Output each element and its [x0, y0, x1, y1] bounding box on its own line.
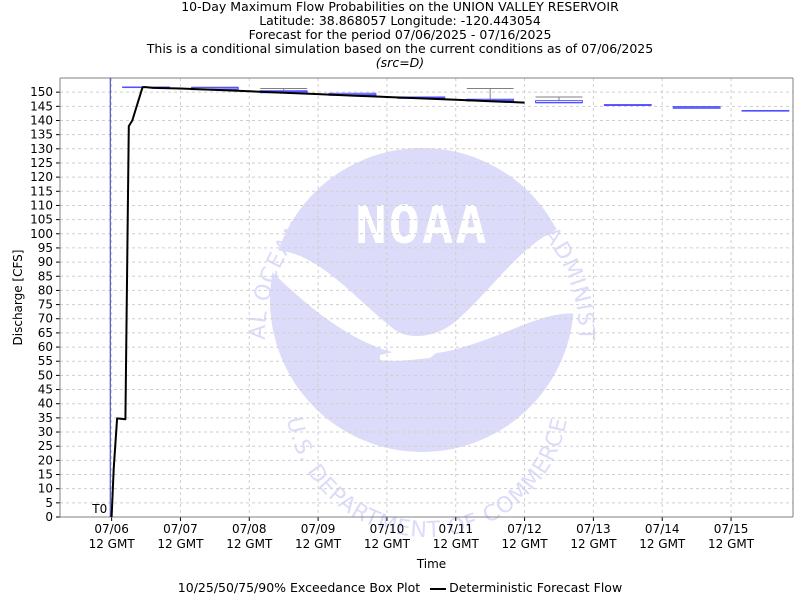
chart-conditions-note: This is a conditional simulation based o… — [146, 41, 654, 56]
y-tick-label: 145 — [30, 99, 53, 113]
y-tick-labels: 0510152025303540455055606570758085909510… — [30, 85, 53, 524]
y-tick-label: 10 — [38, 482, 53, 496]
y-tick-label: 0 — [45, 510, 53, 524]
y-tick-label: 45 — [38, 383, 53, 397]
y-tick-label: 70 — [38, 312, 53, 326]
x-tick-label: 12 GMT — [226, 537, 273, 551]
y-tick-label: 50 — [38, 368, 53, 382]
exceedance-box — [466, 87, 515, 102]
y-tick-label: 100 — [30, 227, 53, 241]
y-tick-label: 95 — [38, 241, 53, 255]
deterministic-line — [110, 86, 525, 518]
y-tick-label: 120 — [30, 170, 53, 184]
chart-location: Latitude: 38.868057 Longitude: -120.4430… — [259, 13, 541, 28]
axes — [56, 77, 794, 521]
chart-title: 10-Day Maximum Flow Probabilities on the… — [181, 0, 619, 14]
y-tick-label: 150 — [30, 85, 53, 99]
x-tick-label: 07/13 — [576, 522, 611, 536]
x-tick-label: 07/07 — [163, 522, 198, 536]
x-tick-label: 07/12 — [507, 522, 542, 536]
y-tick-label: 20 — [38, 453, 53, 467]
exceedance-box — [741, 109, 790, 112]
y-tick-label: 30 — [38, 425, 53, 439]
y-tick-label: 75 — [38, 298, 53, 312]
y-tick-label: 125 — [30, 156, 53, 170]
y-tick-label: 25 — [38, 439, 53, 453]
x-tick-label: 07/11 — [438, 522, 473, 536]
y-tick-label: 55 — [38, 354, 53, 368]
chart-period: Forecast for the period 07/06/2025 - 07/… — [248, 27, 552, 42]
y-axis-title: Discharge [CFS] — [11, 250, 25, 346]
y-tick-label: 110 — [30, 198, 53, 212]
x-tick-label: 07/14 — [645, 522, 680, 536]
y-tick-label: 115 — [30, 184, 53, 198]
exceedance-box — [672, 106, 721, 109]
x-tick-label: 07/15 — [714, 522, 749, 536]
deterministic-series — [110, 86, 525, 518]
y-tick-label: 90 — [38, 255, 53, 269]
exceedance-box — [535, 96, 583, 104]
x-tick-label: 12 GMT — [157, 537, 204, 551]
watermark-circle — [270, 148, 574, 452]
x-tick-label: 07/10 — [370, 522, 405, 536]
legend-box-label: 10/25/50/75/90% Exceedance Box Plot — [177, 580, 421, 595]
watermark-bird — [270, 228, 574, 355]
y-tick-label: 15 — [38, 468, 53, 482]
legend-line-swatch — [430, 587, 447, 590]
y-tick-label: 60 — [38, 340, 53, 354]
x-tick-label: 12 GMT — [570, 537, 617, 551]
chart-titles: 10-Day Maximum Flow Probabilities on the… — [0, 0, 800, 70]
y-tick-label: 140 — [30, 113, 53, 127]
grid — [60, 78, 793, 517]
x-tick-label: 12 GMT — [502, 537, 549, 551]
x-tick-label: 07/08 — [232, 522, 267, 536]
watermark-noaa-letters: NOAA — [355, 196, 488, 256]
y-tick-label: 5 — [45, 496, 53, 510]
y-tick-label: 135 — [30, 128, 53, 142]
x-tick-label: 12 GMT — [433, 537, 480, 551]
x-tick-label: 12 GMT — [89, 537, 136, 551]
chart-source: (src=D) — [375, 55, 425, 70]
y-tick-label: 40 — [38, 397, 53, 411]
y-tick-label: 130 — [30, 142, 53, 156]
x-tick-label: 12 GMT — [708, 537, 755, 551]
y-tick-label: 105 — [30, 213, 53, 227]
x-tick-label: 12 GMT — [639, 537, 686, 551]
noaa-watermark-logo: NATIONAL OCEANIC AND ATMOSPHERIC ADMINIS… — [0, 0, 597, 543]
y-tick-label: 85 — [38, 269, 53, 283]
y-tick-label: 35 — [38, 411, 53, 425]
y-tick-label: 80 — [38, 283, 53, 297]
t0-label: T0 — [91, 502, 107, 516]
x-tick-label: 12 GMT — [295, 537, 342, 551]
legend-line-label: Deterministic Forecast Flow — [449, 580, 623, 595]
x-tick-label: 07/09 — [301, 522, 336, 536]
legend: 10/25/50/75/90% Exceedance Box Plot Dete… — [0, 580, 800, 595]
x-axis-title: Time — [416, 557, 446, 571]
x-tick-label: 07/06 — [94, 522, 129, 536]
exceedance-box — [603, 104, 652, 106]
x-tick-label: 12 GMT — [364, 537, 411, 551]
y-tick-label: 65 — [38, 326, 53, 340]
